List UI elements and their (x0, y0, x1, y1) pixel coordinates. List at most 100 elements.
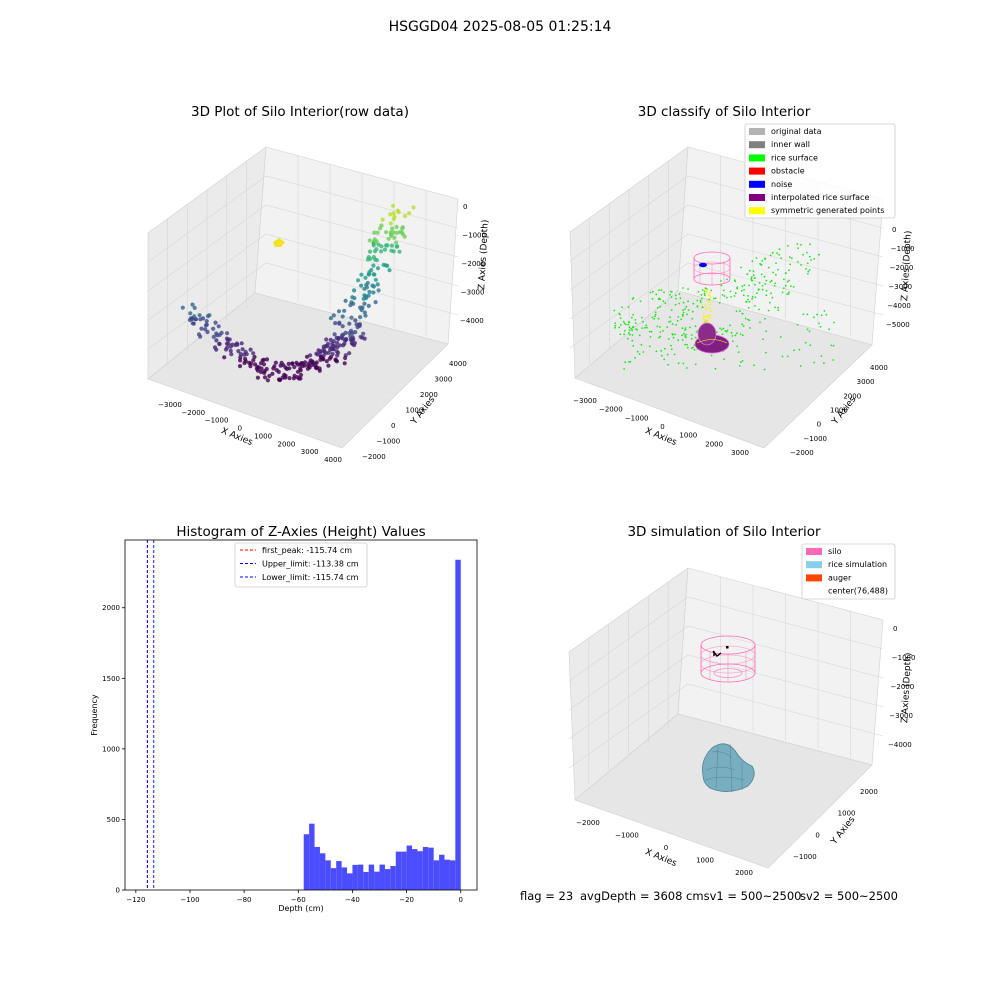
rice-point (777, 309, 780, 311)
hist-bar (406, 845, 413, 890)
sim-rice-surface (702, 743, 755, 793)
tick-label: −2000 (890, 264, 914, 272)
grid-line (147, 233, 459, 321)
tick-label: −1000 (793, 853, 817, 861)
hist-bar (330, 868, 337, 891)
tick-label: 0 (391, 422, 395, 430)
x-tick-label: −60 (291, 896, 306, 904)
tick-label: −2000 (891, 683, 915, 691)
x-tick-label: −120 (126, 896, 145, 904)
rice-point (636, 329, 638, 331)
tick-label: 2000 (705, 440, 723, 448)
legend-label: inner wall (771, 140, 810, 149)
scatter-point (353, 330, 358, 335)
legend-label: rice surface (771, 153, 818, 162)
rice-point (806, 313, 809, 316)
legend-swatch (749, 128, 765, 135)
scatter-point (260, 358, 265, 363)
scatter-point (331, 313, 336, 318)
hist-bar (401, 851, 407, 890)
rice-point (761, 288, 764, 291)
rice-point (663, 291, 665, 294)
tick-label: −2000 (576, 819, 600, 827)
rice-point (818, 253, 820, 256)
sim-y-tick-labels: −1000 0 1000 2000 (793, 788, 878, 861)
tick-label: 3000 (301, 448, 319, 456)
rice-point (759, 321, 761, 324)
rice-point (623, 322, 626, 325)
scatter-point (199, 326, 204, 331)
rice-point (788, 291, 790, 294)
hist-legend-frame (234, 542, 368, 588)
rice-point (697, 291, 700, 293)
rice-point (675, 297, 677, 300)
rice-point (796, 243, 799, 245)
rice-point (741, 312, 744, 315)
scatter-point (343, 355, 348, 361)
scatter-point (367, 238, 372, 243)
scatter-point (411, 205, 416, 210)
rice-point (813, 361, 816, 364)
scatter-point (262, 370, 267, 375)
hist-legend-items: first_peak: -115.74 cm Upper_limit: -113.… (240, 546, 359, 582)
scatter-point (373, 300, 378, 305)
hist-bar (384, 869, 391, 890)
scatter-point (388, 212, 393, 217)
tick-label: −3000 (158, 401, 182, 409)
tick-label: −1000 (625, 414, 649, 422)
scatter-point (298, 368, 303, 373)
rice-point (778, 248, 781, 251)
rice-point (687, 288, 689, 290)
rice-point (671, 323, 674, 325)
grid-line (568, 596, 884, 682)
scatter-point (342, 308, 347, 313)
rice-point (655, 293, 658, 296)
rice-point (741, 334, 744, 337)
scatter-point (322, 349, 327, 354)
scatter-point (373, 257, 378, 262)
rice-point (733, 295, 736, 297)
tick-label: 4000 (870, 364, 888, 372)
rice-point (781, 355, 784, 358)
hist-bar (395, 851, 402, 890)
rice-point (771, 251, 774, 254)
rice-point (797, 247, 799, 250)
tick-label: 0 (815, 831, 819, 839)
hist-bar (374, 871, 380, 890)
rice-point (670, 344, 672, 347)
tick-label: 3000 (857, 378, 875, 386)
rice-point (808, 330, 811, 333)
rice-point (761, 284, 764, 287)
scatter-point (391, 217, 396, 222)
scatter-point (217, 341, 222, 346)
rice-point (677, 362, 680, 365)
legend-swatch (806, 561, 822, 569)
rice-point (675, 324, 677, 326)
rice-point (753, 364, 755, 367)
hist-bar (309, 823, 315, 890)
symmetric-point (707, 301, 710, 304)
scatter-point (365, 257, 370, 262)
scatter-point (388, 232, 393, 237)
scatter-point (282, 372, 287, 377)
scatter-point (304, 354, 310, 359)
scatter-point (353, 318, 358, 323)
scatter-point (190, 321, 195, 326)
rice-point (807, 270, 810, 273)
rice-point (813, 258, 816, 260)
scatter-point (235, 342, 240, 347)
legend-swatch (749, 154, 765, 162)
rice-point (704, 287, 707, 290)
tick-label: 0 (664, 844, 668, 852)
scatter-point (362, 336, 367, 341)
rice-point (638, 334, 641, 337)
rice-point (682, 301, 685, 304)
panel-simulation-3d: 3D simulation of Silo Interior −2000 −100… (568, 524, 915, 877)
rice-point (776, 252, 778, 255)
rice-point (654, 313, 657, 316)
hist-bar (341, 867, 348, 890)
rice-point (660, 289, 663, 292)
legend-label: first_peak: -115.74 cm (262, 546, 352, 555)
rice-point (802, 253, 805, 256)
symmetric-point (709, 307, 711, 309)
